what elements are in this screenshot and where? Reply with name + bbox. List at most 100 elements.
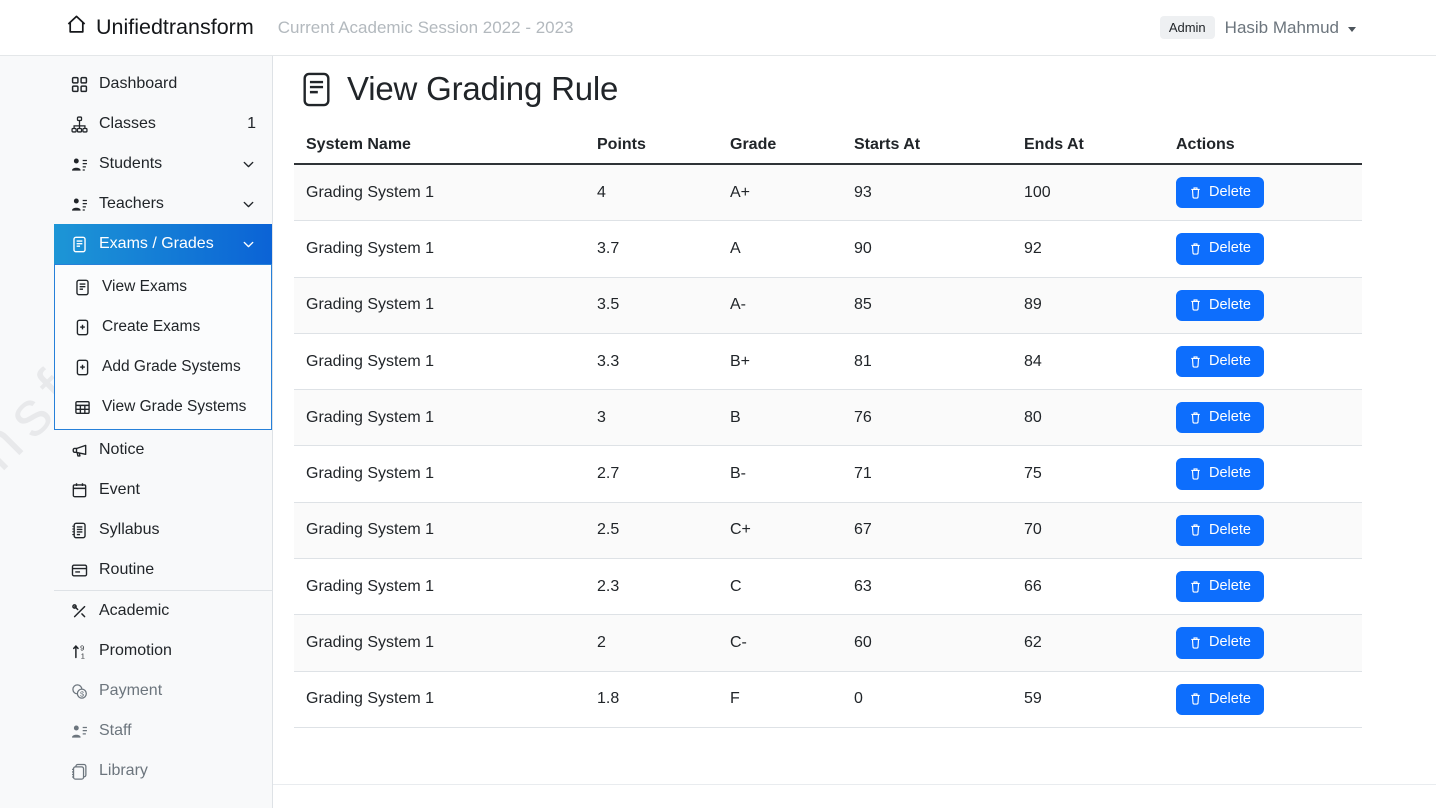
sidebar-divider: [54, 590, 272, 591]
delete-button[interactable]: Delete: [1176, 177, 1264, 209]
sidebar-item-label: Students: [99, 155, 163, 172]
sidebar-item-library[interactable]: Library: [54, 751, 272, 791]
sitemap-icon: [71, 115, 88, 133]
cell-points: 2.5: [585, 502, 718, 560]
trash-icon: [1189, 186, 1202, 199]
cell-ends-at: 92: [1012, 220, 1164, 278]
cell-grade: A: [718, 220, 842, 278]
table-row: Grading System 1 2.3 C 63 66 Delete: [294, 558, 1362, 616]
sidebar-item-label: Teachers: [99, 195, 164, 212]
delete-button[interactable]: Delete: [1176, 571, 1264, 603]
submenu-item-add-grade-systems[interactable]: Add Grade Systems: [55, 347, 271, 387]
delete-button[interactable]: Delete: [1176, 345, 1264, 378]
page-title: View Grading Rule: [347, 70, 619, 107]
table-header-row: System Name Points Grade Starts At Ends …: [294, 134, 1362, 165]
trash-icon: [1189, 242, 1202, 255]
svg-text:1: 1: [81, 651, 85, 660]
cell-system-name: Grading System 1: [294, 220, 585, 278]
calendar-icon: [71, 482, 88, 499]
cell-starts-at: 93: [842, 164, 1012, 222]
grading-table-body: Grading System 1 4 A+ 93 100 Delete Grad…: [294, 164, 1362, 728]
submenu-item-view-exams[interactable]: View Exams: [55, 267, 271, 307]
main-content: View Grading Rule System Name Points Gra…: [273, 56, 1436, 808]
cell-ends-at: 84: [1012, 333, 1164, 391]
sidebar-item-dashboard[interactable]: Dashboard: [54, 64, 272, 104]
delete-button[interactable]: Delete: [1176, 683, 1264, 715]
delete-button[interactable]: Delete: [1176, 627, 1264, 659]
delete-button[interactable]: Delete: [1176, 458, 1264, 490]
cell-grade: F: [718, 671, 842, 728]
sidebar-item-label: Exams / Grades: [99, 235, 214, 252]
cell-ends-at: 89: [1012, 277, 1164, 334]
delete-button-label: Delete: [1209, 578, 1251, 595]
sidebar-item-syllabus[interactable]: Syllabus: [54, 510, 272, 550]
cell-system-name: Grading System 1: [294, 502, 585, 560]
cell-ends-at: 66: [1012, 558, 1164, 616]
submenu-item-create-exams[interactable]: Create Exams: [55, 307, 271, 347]
user-menu-toggle[interactable]: Hasib Mahmud: [1225, 18, 1356, 38]
cell-actions: Delete: [1164, 333, 1362, 391]
sidebar-item-teachers[interactable]: Teachers: [54, 184, 272, 224]
user-name: Hasib Mahmud: [1224, 17, 1339, 37]
cell-actions: Delete: [1164, 614, 1362, 672]
cell-system-name: Grading System 1: [294, 671, 585, 728]
svg-text:9: 9: [80, 643, 84, 652]
cell-ends-at: 70: [1012, 502, 1164, 560]
delete-button[interactable]: Delete: [1176, 233, 1264, 265]
file-plus-icon: [74, 319, 91, 336]
submenu-item-view-grade-systems[interactable]: View Grade Systems: [55, 387, 271, 427]
delete-button-label: Delete: [1209, 521, 1251, 538]
cell-points: 1.8: [585, 671, 718, 728]
cell-starts-at: 67: [842, 502, 1012, 560]
delete-button[interactable]: Delete: [1176, 514, 1264, 547]
col-header-actions: Actions: [1164, 134, 1362, 165]
delete-button-label: Delete: [1209, 634, 1251, 651]
license-link[interactable]: GNU General Public License v3.0: [472, 807, 719, 808]
col-header-points: Points: [585, 134, 718, 165]
sidebar-item-classes[interactable]: Classes 1: [54, 104, 272, 144]
cell-system-name: Grading System 1: [294, 389, 585, 447]
chevron-down-icon: [241, 237, 256, 252]
sidebar-item-notice[interactable]: Notice: [54, 430, 272, 470]
sidebar-item-label: Academic: [99, 602, 170, 619]
cell-starts-at: 81: [842, 333, 1012, 391]
cell-starts-at: 63: [842, 558, 1012, 616]
tools-icon: [71, 603, 88, 620]
cell-ends-at: 80: [1012, 389, 1164, 447]
table-icon: [74, 399, 91, 416]
delete-button[interactable]: Delete: [1176, 289, 1264, 321]
table-row: Grading System 1 3 B 76 80 Delete: [294, 389, 1362, 447]
sidebar-item-label: Routine: [99, 561, 155, 578]
delete-button-label: Delete: [1209, 409, 1251, 426]
cell-starts-at: 76: [842, 389, 1012, 447]
sidebar-item-label: Staff: [99, 722, 132, 739]
cell-actions: Delete: [1164, 671, 1362, 728]
sidebar-item-payment[interactable]: $ Payment: [54, 671, 272, 711]
sidebar-item-label: Promotion: [99, 642, 172, 659]
sidebar-item-label: Classes: [99, 115, 156, 132]
sidebar-item-label: Library: [99, 762, 148, 779]
sidebar-item-academic[interactable]: Academic: [54, 591, 272, 631]
sidebar-item-students[interactable]: Students: [54, 144, 272, 184]
delete-button-label: Delete: [1209, 296, 1251, 313]
sidebar-item-staff[interactable]: Staff: [54, 711, 272, 751]
cell-grade: C-: [718, 614, 842, 672]
col-header-system-name: System Name: [294, 134, 585, 165]
cell-starts-at: 90: [842, 220, 1012, 278]
delete-button[interactable]: Delete: [1176, 402, 1264, 434]
cell-ends-at: 59: [1012, 671, 1164, 728]
cell-grade: B: [718, 389, 842, 447]
sidebar-item-routine[interactable]: Routine: [54, 550, 272, 590]
sidebar-item-event[interactable]: Event: [54, 470, 272, 510]
col-header-ends-at: Ends At: [1012, 134, 1164, 165]
cell-actions: Delete: [1164, 558, 1362, 616]
sidebar-item-exams-grades[interactable]: Exams / Grades: [54, 224, 272, 264]
table-row: Grading System 1 3.5 A- 85 89 Delete: [294, 277, 1362, 334]
cell-actions: Delete: [1164, 502, 1362, 560]
page-footer: Built with ♡. License: GNU General Publi…: [273, 783, 1436, 808]
cell-grade: A+: [718, 164, 842, 222]
cell-points: 4: [585, 164, 718, 222]
table-row: Grading System 1 3.7 A 90 92 Delete: [294, 220, 1362, 278]
brand-link[interactable]: Unifiedtransform: [66, 14, 254, 41]
